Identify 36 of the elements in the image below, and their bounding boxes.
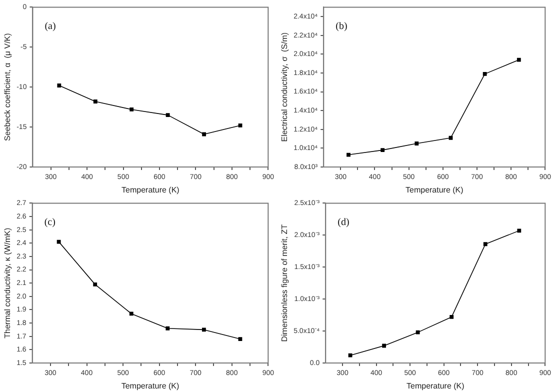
- y-axis-title: Thermal conductivity, κ (W/mK): [3, 228, 12, 338]
- point: [517, 228, 522, 233]
- point: [238, 337, 242, 341]
- x-axis-title: Temperature (K): [406, 381, 465, 390]
- point: [129, 312, 134, 316]
- point: [166, 326, 170, 330]
- point: [516, 58, 521, 62]
- annotation: (d): [338, 216, 350, 228]
- annotation: (b): [336, 20, 348, 32]
- y-axis-title: Electrical conductivity, σ (S/m): [280, 32, 290, 142]
- point: [56, 240, 61, 244]
- point: [414, 142, 419, 146]
- point: [482, 72, 487, 76]
- annotation: (a): [44, 20, 56, 32]
- point: [346, 152, 350, 157]
- annotation: (c): [44, 216, 56, 228]
- point: [93, 100, 98, 104]
- x-axis-title: Temperature (K): [405, 185, 464, 194]
- point: [166, 113, 170, 118]
- point: [238, 123, 242, 128]
- point: [57, 84, 62, 88]
- point: [130, 108, 134, 112]
- point: [93, 282, 98, 286]
- y-axis-title: Seebeck coefficient, α (μ V/K): [3, 32, 12, 142]
- point: [348, 353, 352, 358]
- point: [202, 328, 206, 332]
- point: [382, 344, 386, 348]
- point: [483, 242, 488, 246]
- point: [380, 148, 385, 152]
- point: [450, 315, 454, 319]
- y-axis-title: Dimensionless figure of merit, ZT: [280, 224, 290, 342]
- x-axis-title: Temperature (K): [122, 185, 180, 194]
- x-axis-title: Temperature (K): [121, 381, 180, 390]
- point: [416, 330, 420, 334]
- point: [202, 132, 206, 136]
- point: [448, 136, 453, 140]
